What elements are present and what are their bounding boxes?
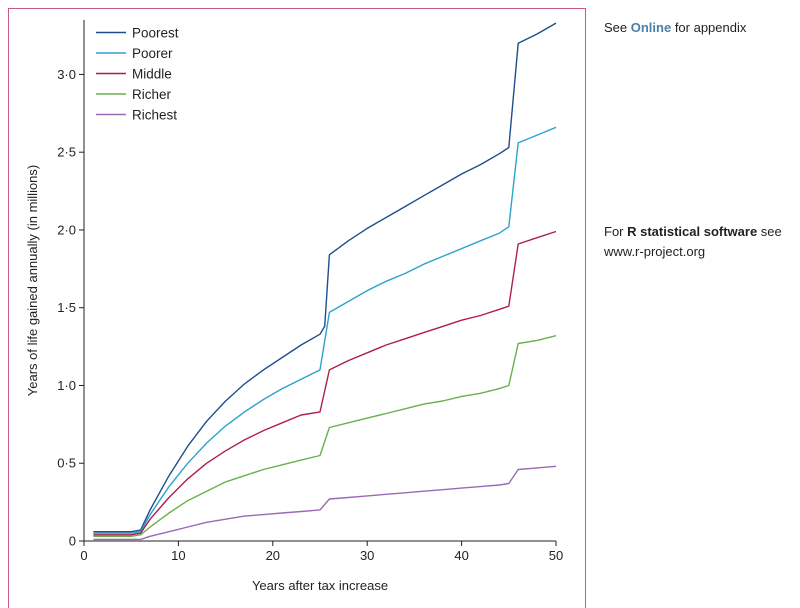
x-tick-label: 40 <box>454 548 468 563</box>
y-tick-label: 3·0 <box>57 67 76 82</box>
figure-frame <box>8 8 586 608</box>
online-link[interactable]: Online <box>630 20 672 35</box>
x-tick-label: 0 <box>80 548 87 563</box>
legend-label-richest: Richest <box>132 108 177 123</box>
appendix-note-prefix: See <box>604 20 631 35</box>
legend-label-poorest: Poorest <box>132 26 179 41</box>
x-axis-title: Years after tax increase <box>252 578 388 593</box>
y-tick-label: 1·0 <box>57 378 76 393</box>
series-line-richest <box>93 465 557 541</box>
software-note-suffix: see <box>757 224 782 239</box>
axes: 0 10 20 30 40 50 0 0·5 1·0 1·5 2·0 2·5 3·0 <box>57 20 563 563</box>
legend-label-richer: Richer <box>132 87 172 102</box>
appendix-note: See Online for appendix <box>604 18 746 38</box>
software-note-name: R statistical software <box>627 224 758 239</box>
software-note-prefix: For <box>604 224 628 239</box>
y-axis-title: Years of life gained annually (in millio… <box>25 165 40 396</box>
legend-label-poorer: Poorer <box>132 46 173 61</box>
y-tick-label: 2·0 <box>57 222 76 237</box>
y-tick-label: 0 <box>69 534 76 549</box>
series-line-poorest <box>93 22 557 533</box>
x-tick-label: 10 <box>171 548 185 563</box>
series-line-richer <box>93 335 557 537</box>
software-url[interactable]: www.r-project.org <box>604 244 706 259</box>
x-tick-label: 50 <box>549 548 563 563</box>
series-line-poorer <box>93 126 557 534</box>
y-tick-label: 2·5 <box>57 145 76 160</box>
y-tick-label: 0·5 <box>57 456 76 471</box>
x-tick-label: 20 <box>266 548 280 563</box>
x-tick-label: 30 <box>360 548 374 563</box>
software-note: For R statistical software see www.r-pro… <box>604 222 782 262</box>
appendix-note-suffix: for appendix <box>671 20 747 35</box>
series-line-middle <box>93 230 557 536</box>
legend: Poorest Poorer Middle Richer Richest <box>96 26 179 123</box>
legend-label-middle: Middle <box>132 67 172 82</box>
series-lines <box>93 22 557 541</box>
y-tick-label: 1·5 <box>57 300 76 315</box>
